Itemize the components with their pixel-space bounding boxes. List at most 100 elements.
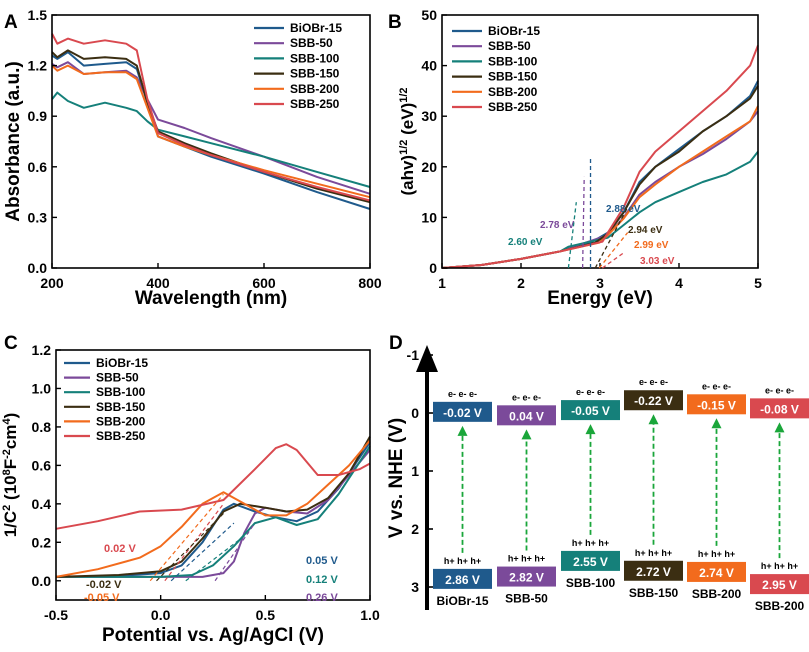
y-axis-label: V vs. NHE (V) (386, 418, 407, 538)
panel-d-letter: D (389, 333, 403, 354)
y-tick-label: 0.9 (28, 108, 48, 124)
band-column-2: e- e- e- 0.04 V 2.82 V h+ h+ h+ SBB-50 (497, 392, 556, 606)
flatband-annotation: -0.05 V (84, 592, 120, 604)
series-line-biobr-15 (55, 441, 371, 578)
valence-band (433, 568, 492, 589)
cb-potential-label: -0.02 V (443, 406, 482, 420)
y-tick-label: 0.0 (28, 260, 48, 276)
x-tick-label: 2 (517, 275, 525, 291)
sample-label: SBB-200 (692, 587, 742, 601)
series-line-sbb-100 (56, 445, 371, 578)
tangent-line (156, 513, 224, 582)
y-tick-label: 0 (429, 260, 437, 276)
panel-a-letter: A (4, 12, 18, 33)
panel-c-letter: C (4, 333, 18, 354)
y-tick-label: 0.0 (32, 573, 52, 589)
flatband-annotation: -0.02 V (86, 579, 122, 591)
plot-frame (51, 14, 371, 269)
arrow-head (648, 414, 659, 425)
bandgap-annotation: 2.99 eV (634, 240, 669, 251)
legend-entry-sbb-200: SBB-200 (488, 85, 538, 99)
flatband-annotation: 0.12 V (306, 574, 338, 586)
cb-potential-label: -0.08 V (760, 402, 799, 416)
legend-entry-sbb-50: SBB-50 (290, 36, 333, 50)
conduction-band (561, 400, 620, 421)
hole-label: h+ h+ h+ (761, 561, 798, 571)
series-line-sbb-100 (441, 150, 759, 269)
legend-entry-sbb-250: SBB-250 (488, 100, 538, 114)
valence-band (624, 560, 683, 581)
legend-entry-sbb-150: SBB-150 (96, 400, 146, 414)
cb-potential-label: -0.22 V (634, 394, 673, 408)
x-axis-label: Energy (eV) (547, 288, 653, 309)
x-tick-label: 1 (438, 275, 446, 291)
valence-band (561, 550, 620, 571)
sample-label: SBB-200 (755, 599, 805, 613)
bandgap-annotation: 2.78 eV (540, 220, 575, 231)
y-axis-label: Absorbance (a.u.) (3, 61, 24, 221)
sample-label: BiOBr-15 (436, 594, 488, 608)
x-tick-label: 5 (754, 275, 762, 291)
cb-potential-label: -0.15 V (697, 398, 736, 412)
legend-entry-sbb-250: SBB-250 (96, 429, 146, 443)
x-tick-label: 1.0 (360, 607, 380, 623)
bandgap-annotation: 2.60 eV (508, 237, 543, 248)
vb-potential-label: 2.72 V (636, 565, 671, 579)
arrow-head (585, 424, 596, 435)
y-tick-label: 1 (411, 463, 419, 479)
band-column-1: e- e- e- -0.02 V 2.86 V h+ h+ h+ BiOBr-15 (433, 389, 492, 608)
legend-entry-sbb-200: SBB-200 (96, 414, 146, 428)
hole-label: h+ h+ h+ (508, 554, 545, 564)
series-line-sbb-250 (55, 443, 371, 530)
valence-band (497, 566, 556, 587)
x-tick-label: 0.0 (151, 607, 171, 623)
vb-potential-label: 2.95 V (762, 578, 797, 592)
x-tick-label: 0.5 (256, 607, 276, 623)
series-line-sbb-200 (51, 64, 371, 199)
legend-entry-sbb-200: SBB-200 (290, 82, 340, 96)
x-tick-label: 800 (358, 275, 382, 291)
bandgap-annotation: 2.88 eV (606, 204, 641, 215)
vb-potential-label: 2.82 V (509, 571, 544, 585)
band-column-3: e- e- e- -0.05 V 2.55 V h+ h+ h+ SBB-100 (561, 387, 620, 590)
x-tick-label: 400 (146, 275, 170, 291)
tangent-line (185, 532, 249, 582)
y-tick-label: 0 (411, 405, 419, 421)
cb-potential-label: 0.04 V (509, 409, 544, 423)
tangent-line (581, 176, 585, 269)
x-tick-label: 600 (252, 275, 276, 291)
y-tick-label: 30 (421, 108, 437, 124)
y-tick-label: 0.2 (32, 534, 52, 550)
y-axis-label: 1/C2 (108F-2cm4) (1, 413, 20, 538)
x-tick-label: 200 (40, 275, 64, 291)
tangent-line (149, 493, 224, 582)
tangent-line (601, 252, 625, 269)
y-tick-label: 10 (421, 209, 437, 225)
tangent-line (170, 522, 235, 582)
electron-label: e- e- e- (702, 381, 731, 391)
y-tick-label: 2 (411, 521, 419, 537)
conduction-band (687, 394, 746, 415)
flatband-annotation: 0.02 V (104, 543, 136, 555)
cb-potential-label: -0.05 V (571, 404, 610, 418)
panel-d: D-1 0 1 2 3 V vs. NHE (V) e- e- e- -0.02 V 2.86 … (386, 333, 809, 613)
conduction-band (497, 405, 556, 426)
y-tick-label: -1 (407, 347, 420, 363)
y-tick-label: 1.2 (28, 58, 48, 74)
legend-entry-sbb-150: SBB-150 (290, 67, 340, 81)
panel-b-letter: B (388, 12, 402, 33)
flatband-annotation: 0.26 V (306, 592, 338, 604)
series-line-sbb-200 (441, 105, 759, 269)
series-line-sbb-50 (441, 110, 759, 269)
electron-label: e- e- e- (512, 392, 541, 402)
series-line-sbb-250 (51, 33, 371, 202)
panel-c: C -0.5 0.0 0.5 1.0 0.0 0.2 0.4 0.6 0.8 1.0 1.2 BiOBr… (1, 333, 380, 646)
electron-label: e- e- e- (639, 377, 668, 387)
y-tick-label: 0.4 (32, 496, 52, 512)
legend-entry-sbb-100: SBB-100 (96, 385, 146, 399)
y-tick-label: 1.2 (32, 342, 52, 358)
legend-entry-sbb-50: SBB-50 (488, 39, 531, 53)
y-tick-label: 0.6 (32, 457, 52, 473)
series-line-sbb-100 (51, 91, 371, 188)
